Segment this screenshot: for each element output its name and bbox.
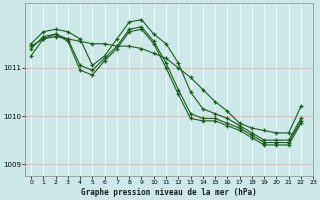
X-axis label: Graphe pression niveau de la mer (hPa): Graphe pression niveau de la mer (hPa) — [81, 188, 257, 197]
